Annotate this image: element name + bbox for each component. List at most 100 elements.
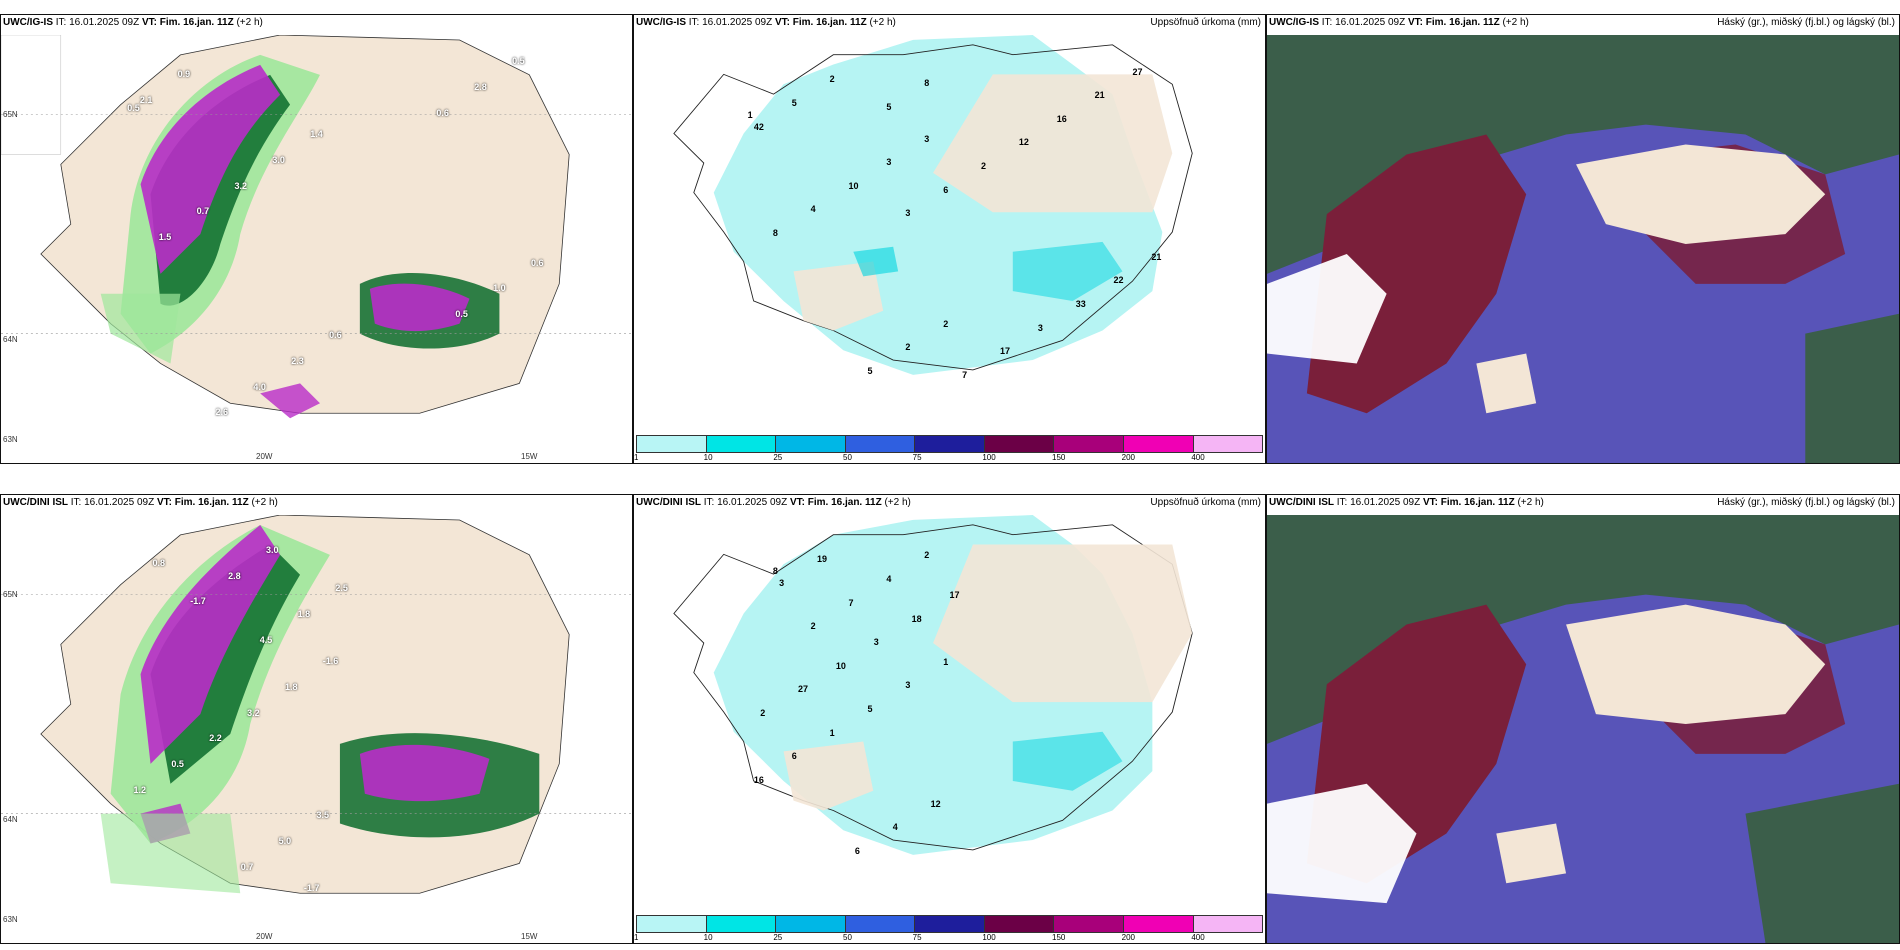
colorbar-tick-label: 75: [912, 933, 922, 942]
row1-panel-clouds: UWC/IG-IS IT: 16.01.2025 09Z VT: Fim. 16…: [1266, 14, 1900, 464]
lon-label-20w: 20W: [256, 932, 273, 941]
colorbar-swatch: [706, 436, 777, 452]
precip-map: [634, 35, 1265, 429]
colorbar-tick-label: 10: [703, 933, 713, 942]
snowfall-value-label: 3.2: [234, 180, 247, 191]
snowfall-value-label: -1.6: [322, 656, 339, 667]
lon-label-20w: 20W: [256, 452, 273, 461]
panel-right-title: Háský (gr.), miðský (fj.bl.) og lágský (…: [1717, 17, 1895, 28]
snowfall-value-label: 0.5: [455, 308, 468, 319]
precip-values-layer: 1 2 3 4 5 7 1 2 6 8 16 17 12 18 4 3 6 10 19 27 3 2: [634, 515, 1265, 909]
lat-label-64: 64N: [3, 815, 18, 824]
precip-value-label: 4: [886, 574, 892, 585]
lat-label-63: 63N: [3, 915, 18, 924]
lat-label-65: 65N: [3, 110, 18, 119]
colorbar-tick-label: 25: [773, 453, 783, 462]
snowfall-map-svg: [1, 515, 632, 943]
colorbar-swatch: [1193, 436, 1263, 452]
colorbar-swatch: [1123, 916, 1194, 932]
colorbar-swatch: [637, 916, 707, 932]
precip-value-label: 18: [911, 613, 922, 624]
precip-value-label: 8: [924, 78, 930, 89]
precip-value-label: 2: [829, 74, 835, 85]
snowfall-value-label: 1.5: [158, 231, 172, 242]
snowfall-value-label: 1.8: [297, 609, 311, 620]
colorbar-tick-label: 400: [1191, 933, 1205, 942]
snowfall-value-label: 3.0: [272, 154, 285, 165]
snowfall-value-label: 0.5: [127, 103, 140, 114]
precip-value-label: 10: [835, 660, 846, 671]
precip-value-label: 2: [981, 161, 987, 172]
snowfall-value-label: 3.0: [266, 544, 279, 555]
precip-value-label: 19: [816, 554, 827, 565]
colorbar-tick-label: 50: [843, 933, 852, 942]
precip-value-label: 27: [1132, 66, 1143, 77]
snowfall-value-label: 0.7: [240, 861, 254, 872]
panel-right-title: Uppsöfnuð úrkoma (mm): [1150, 17, 1261, 28]
precip-value-label: 3: [905, 208, 911, 219]
snowfall-value-label: 2.6: [215, 407, 229, 418]
row1-panel-precip: UWC/IG-IS IT: 16.01.2025 09Z VT: Fim. 16…: [633, 14, 1266, 464]
colorbar-tick-label: 50: [843, 453, 852, 462]
precip-value-label: 3: [779, 578, 785, 589]
colorbar-swatch: [915, 916, 985, 932]
snowfall-value-label: 0.7: [196, 206, 210, 217]
colorbar-tick-label: 25: [773, 933, 783, 942]
row1-panel-snowfall: UWC/IG-IS IT: 16.01.2025 09Z VT: Fim. 16…: [0, 14, 633, 464]
snowfall-value-label: -1.7: [190, 596, 206, 607]
panel-right-title: Háský (gr.), miðský (fj.bl.) og lágský (…: [1717, 497, 1895, 508]
colorbar-tick-label: 10: [703, 453, 713, 462]
snowfall-map: [1, 515, 632, 943]
precip-value-label: 7: [848, 597, 854, 608]
snowfall-value-label: 1.4: [310, 129, 323, 140]
precip-value-label: 3: [873, 637, 879, 648]
precip-value-label: 6: [791, 751, 797, 762]
precip-value-label: 21: [1151, 251, 1162, 262]
snowfall-value-label: 0.5: [512, 56, 525, 67]
colorbar-ticks: 1 10 25 50 75 100 150 200 400: [634, 933, 1263, 943]
panel-title: UWC/DINI ISL IT: 16.01.2025 09Z VT: Fim.…: [3, 497, 278, 508]
precip-value-label: 16: [1056, 113, 1067, 124]
snowfall-value-label: 4.0: [253, 381, 266, 392]
precip-value-label: 1: [829, 727, 835, 738]
precip-value-label: 21: [1094, 90, 1105, 101]
colorbar-swatch: [984, 436, 1055, 452]
precip-value-label: 16: [753, 775, 764, 786]
precip-value-label: 8: [772, 228, 778, 239]
snowfall-value-label: 2.1: [139, 94, 153, 105]
precip-value-label: 33: [1075, 298, 1086, 309]
snowfall-map: [1, 35, 632, 463]
colorbar-swatch: [637, 436, 707, 452]
snowfall-value-label: 0.8: [152, 557, 165, 568]
lat-label-63: 63N: [3, 435, 18, 444]
precip-value-label: 1: [943, 656, 949, 667]
snow-values-layer: 0.5 0.6 1.4 2.3 3.0 4.0 3.2 2.6 0.7 0.9 1.5 2.1 0.6 0…: [1, 35, 632, 463]
colorbar-swatch: [915, 436, 985, 452]
clouds-map: [1267, 515, 1899, 943]
clouds-map-svg: [1267, 515, 1899, 943]
colorbar: [636, 915, 1263, 933]
colorbar-tick-label: 200: [1121, 933, 1136, 942]
panel-right-title: Uppsöfnuð úrkoma (mm): [1150, 497, 1261, 508]
snowfall-value-label: 0.6: [329, 330, 342, 341]
precip-value-label: 5: [867, 704, 873, 715]
snowfall-value-label: 5.0: [278, 836, 292, 846]
precip-value-label: 3: [886, 157, 892, 168]
precip-values-layer: 1 2 3 2 3 5 10 2 4 5 8 42 21 27 22 21 33 16 3 12 17 2 7 6 8 3 5: [634, 35, 1265, 429]
precip-value-label: 2: [943, 318, 949, 329]
snowfall-value-label: 4.5: [259, 634, 273, 645]
snowfall-value-label: 2.3: [291, 356, 304, 366]
colorbar-swatch: [706, 916, 777, 932]
precip-value-label: 22: [1113, 275, 1124, 286]
precip-value-label: 2: [810, 621, 816, 632]
precip-map-svg: [634, 515, 1265, 909]
snowfall-value-label: 2.8: [474, 82, 487, 93]
snowfall-map-svg: [1, 35, 632, 463]
colorbar-swatch: [1123, 436, 1194, 452]
panel-title: UWC/IG-IS IT: 16.01.2025 09Z VT: Fim. 16…: [1269, 17, 1529, 28]
precip-value-label: 7: [962, 369, 968, 380]
panel-title: UWC/IG-IS IT: 16.01.2025 09Z VT: Fim. 16…: [3, 17, 263, 28]
colorbar-swatch: [1054, 916, 1124, 932]
snowfall-value-label: 1.8: [284, 681, 298, 692]
clouds-map: [1267, 35, 1899, 463]
